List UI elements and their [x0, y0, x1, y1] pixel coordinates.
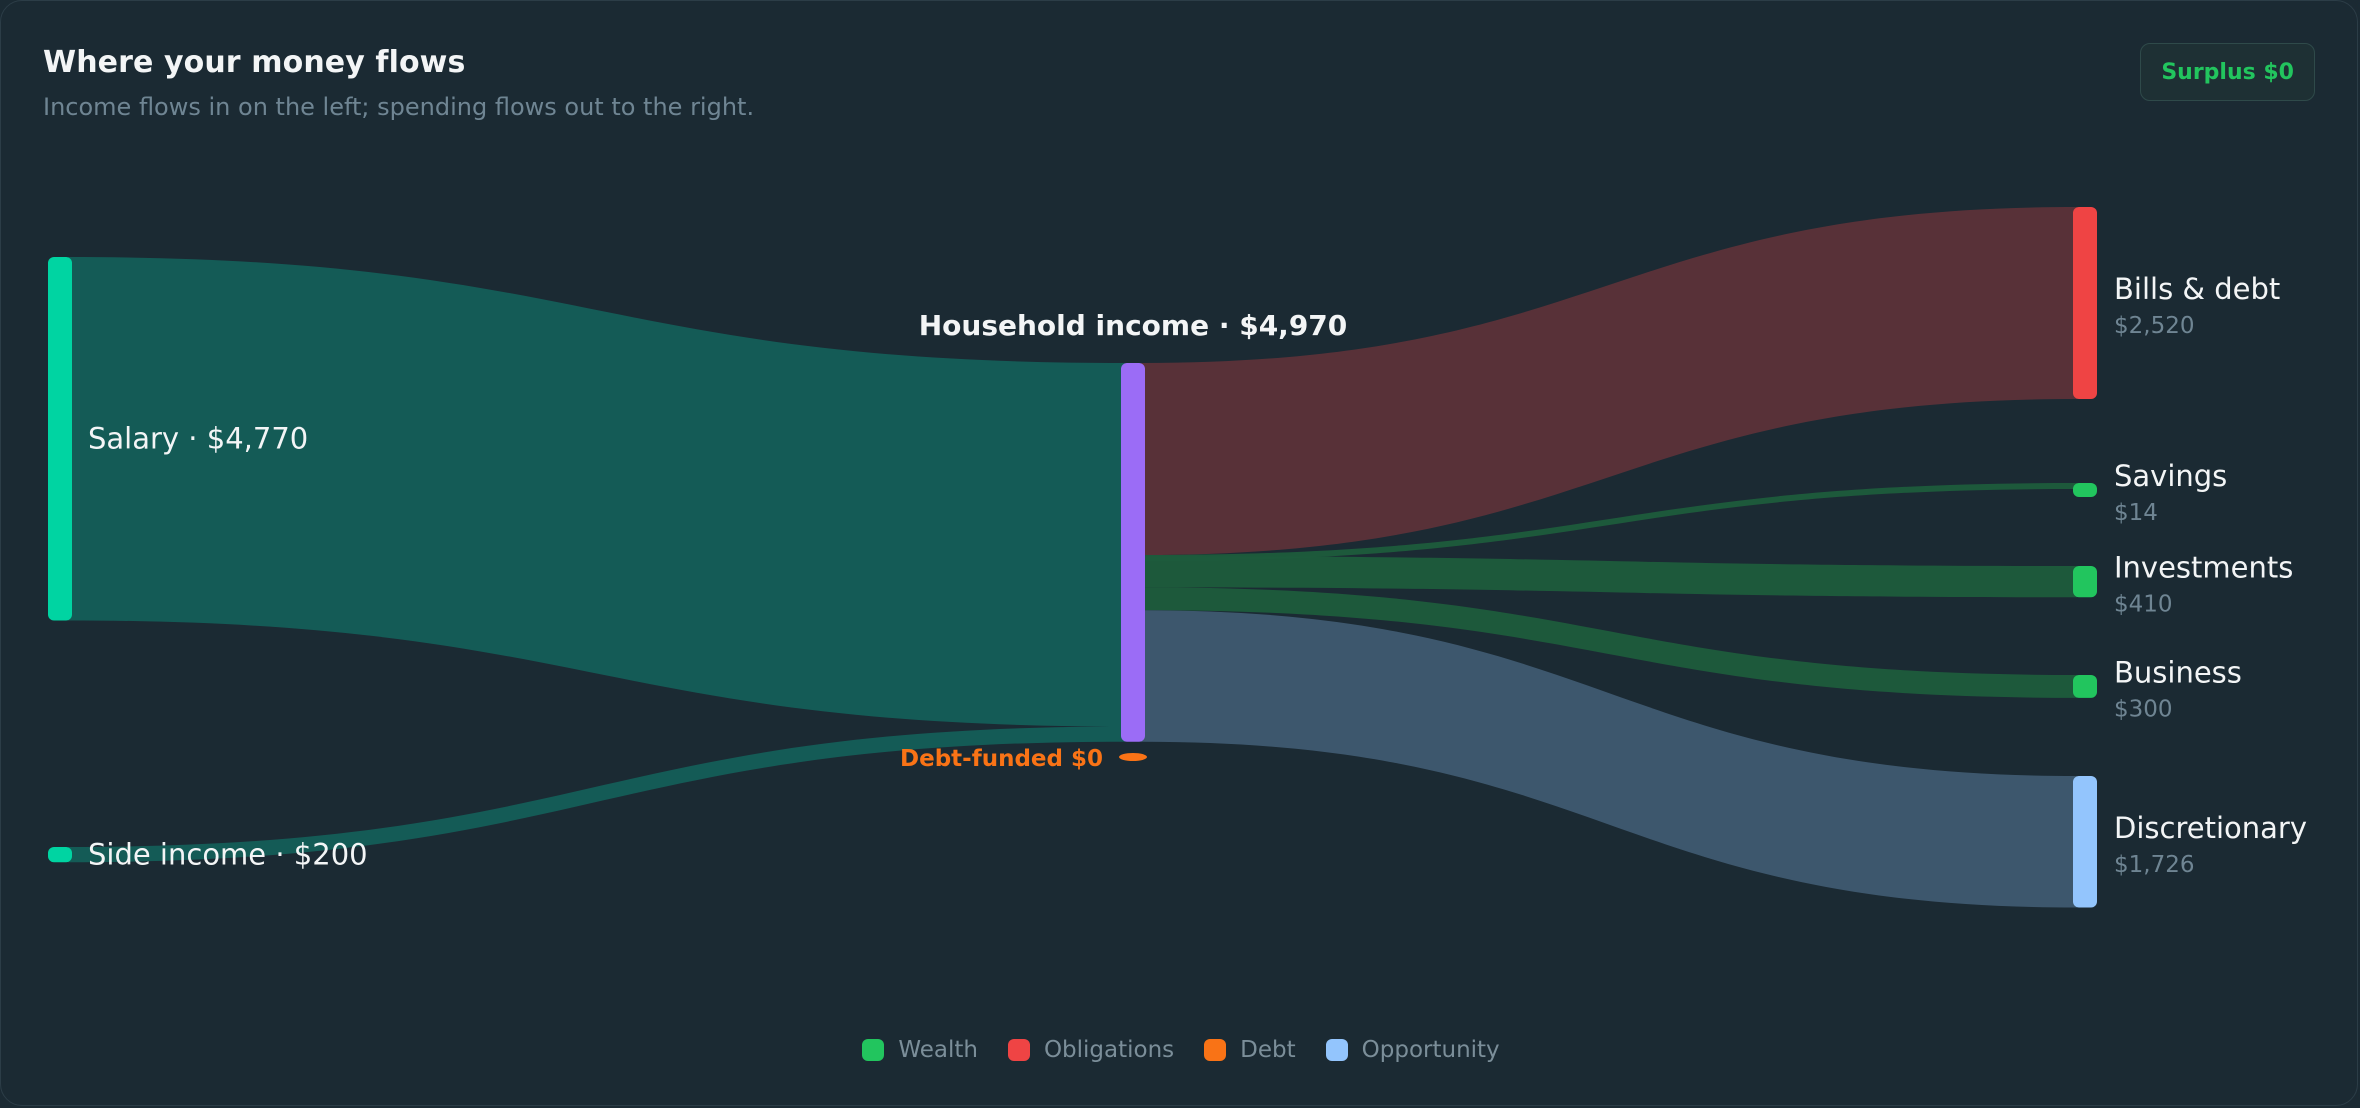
legend-label: Debt — [1240, 1037, 1296, 1063]
node-label-bills: Bills & debt — [2114, 272, 2280, 306]
node-household[interactable] — [1121, 363, 1145, 742]
sankey-link-salary-household[interactable] — [68, 257, 1125, 727]
legend-swatch — [1325, 1039, 1348, 1061]
node-investments[interactable] — [2073, 566, 2097, 598]
node-savings[interactable] — [2073, 483, 2097, 497]
node-discretionary[interactable] — [2073, 776, 2097, 908]
legend-label: Opportunity — [1361, 1037, 1500, 1063]
node-amount-business: $300 — [2114, 696, 2173, 722]
legend-item-debt[interactable]: Debt — [1204, 1037, 1296, 1063]
node-amount-savings: $14 — [2114, 500, 2158, 526]
legend-label: Wealth — [898, 1037, 978, 1063]
node-amount-bills: $2,520 — [2114, 313, 2194, 339]
node-label-salary: Salary · $4,770 — [88, 422, 308, 456]
sankey-link-household-investments[interactable] — [1141, 556, 2077, 598]
node-label-savings: Savings — [2114, 459, 2227, 493]
node-salary[interactable] — [48, 257, 72, 621]
sankey-link-household-savings[interactable] — [1141, 483, 2077, 562]
card-subtitle: Income flows in on the left; spending fl… — [43, 93, 755, 121]
node-business[interactable] — [2073, 675, 2097, 698]
node-label-household: Household income · $4,970 — [919, 309, 1348, 342]
node-amount-discretionary: $1,726 — [2114, 852, 2194, 878]
legend-swatch — [1007, 1039, 1030, 1061]
node-side[interactable] — [48, 847, 72, 863]
node-debtfunded[interactable] — [1119, 753, 1147, 761]
node-label-investments: Investments — [2114, 551, 2293, 585]
sankey-link-household-bills[interactable] — [1141, 207, 2077, 556]
legend-swatch — [862, 1039, 885, 1061]
legend-swatch — [1204, 1039, 1227, 1061]
legend-label: Obligations — [1043, 1037, 1175, 1063]
legend-item-opportunity[interactable]: Opportunity — [1325, 1037, 1500, 1063]
card-title: Where your money flows — [43, 45, 466, 80]
sankey-link-household-business[interactable] — [1141, 587, 2077, 698]
node-bills[interactable] — [2073, 207, 2097, 400]
node-label-discretionary: Discretionary — [2114, 811, 2307, 845]
node-label-side: Side income · $200 — [88, 838, 368, 872]
surplus-badge: Surplus $0 — [2140, 43, 2315, 101]
sankey-link-household-discretionary[interactable] — [1141, 610, 2077, 908]
legend-item-wealth[interactable]: Wealth — [862, 1037, 978, 1063]
sankey-links — [68, 207, 2077, 908]
legend: Wealth Obligations Debt Opportunity — [1, 1037, 2360, 1063]
node-label-debtfunded: Debt-funded $0 — [900, 746, 1103, 772]
sankey-nodes — [48, 207, 2097, 908]
sankey-link-side-household[interactable] — [68, 726, 1125, 863]
node-label-business: Business — [2114, 655, 2242, 689]
sankey-labels: Salary · $4,770 Side income · $200 Househo… — [88, 272, 2307, 878]
legend-item-obligations[interactable]: Obligations — [1007, 1037, 1175, 1063]
node-amount-investments: $410 — [2114, 592, 2173, 618]
